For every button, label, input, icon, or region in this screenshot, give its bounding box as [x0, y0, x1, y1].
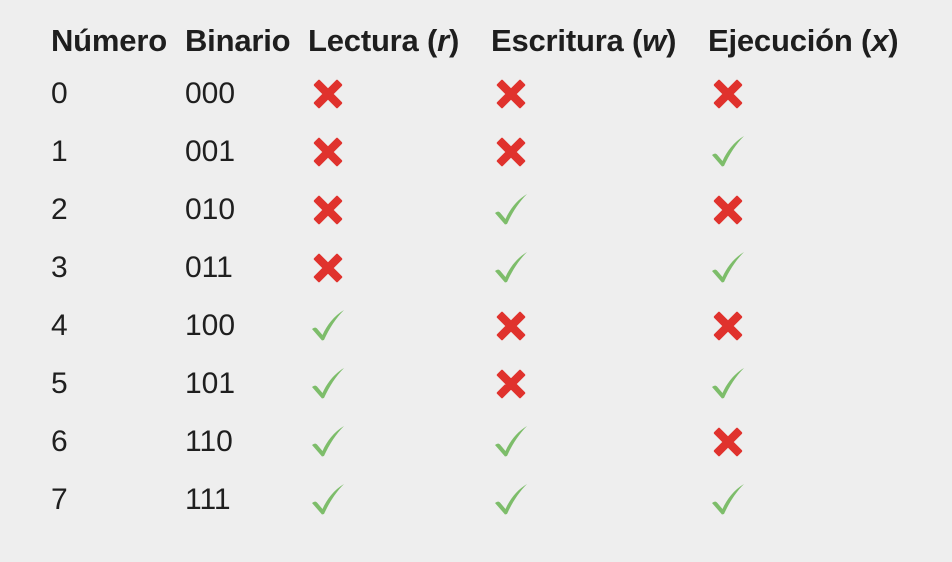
- header-binario-label: Binario: [185, 22, 291, 58]
- cross-icon: [490, 363, 532, 405]
- numero-cell: 7: [51, 483, 68, 516]
- cross-icon: [707, 421, 749, 463]
- check-icon: [707, 363, 749, 405]
- check-icon: [490, 189, 532, 231]
- check-icon: [490, 421, 532, 463]
- header-escritura: Escritura (w): [491, 22, 677, 58]
- escritura-cell: [491, 239, 532, 297]
- cross-icon: [490, 73, 532, 115]
- cross-icon: [490, 131, 532, 173]
- header-numero-label: Número: [51, 22, 167, 58]
- escritura-cell: [491, 181, 532, 239]
- cross-icon: [307, 247, 349, 289]
- numero-cell: 4: [51, 309, 68, 342]
- cross-icon: [490, 305, 532, 347]
- escritura-cell: [491, 65, 532, 123]
- escritura-cell: [491, 123, 532, 181]
- check-icon: [707, 131, 749, 173]
- lectura-cell: [308, 413, 349, 471]
- ejecucion-cell: [708, 471, 749, 529]
- ejecucion-cell: [708, 65, 749, 123]
- numero-cell: 6: [51, 425, 68, 458]
- numero-cell: 1: [51, 135, 68, 168]
- header-lectura-letter: r: [437, 22, 450, 58]
- header-ejecucion-letter: x: [871, 22, 889, 58]
- binario-cell: 100: [185, 309, 236, 342]
- ejecucion-cell: [708, 355, 749, 413]
- check-icon: [490, 479, 532, 521]
- binario-cell: 011: [185, 251, 233, 284]
- lectura-cell: [308, 355, 349, 413]
- header-escritura-letter: w: [642, 22, 667, 58]
- header-ejecucion: Ejecución (x): [708, 22, 899, 58]
- header-ejecucion-label: Ejecución: [708, 22, 853, 58]
- header-lectura-label: Lectura: [308, 22, 419, 58]
- check-icon: [307, 305, 349, 347]
- escritura-cell: [491, 297, 532, 355]
- check-icon: [307, 363, 349, 405]
- lectura-cell: [308, 297, 349, 355]
- cross-icon: [307, 73, 349, 115]
- ejecucion-cell: [708, 123, 749, 181]
- lectura-cell: [308, 181, 349, 239]
- check-icon: [707, 247, 749, 289]
- header-numero: Número: [51, 16, 167, 65]
- ejecucion-cell: [708, 181, 749, 239]
- ejecucion-cell: [708, 239, 749, 297]
- check-icon: [490, 247, 532, 289]
- binario-cell: 000: [185, 77, 236, 110]
- numero-cell: 2: [51, 193, 68, 226]
- header-escritura-label: Escritura: [491, 22, 624, 58]
- binario-cell: 110: [185, 425, 233, 458]
- cross-icon: [307, 131, 349, 173]
- binario-cell: 010: [185, 193, 236, 226]
- numero-cell: 3: [51, 251, 68, 284]
- check-icon: [707, 479, 749, 521]
- lectura-cell: [308, 123, 349, 181]
- cross-icon: [707, 305, 749, 347]
- cross-icon: [707, 189, 749, 231]
- header-lectura: Lectura (r): [308, 22, 460, 58]
- ejecucion-cell: [708, 413, 749, 471]
- lectura-cell: [308, 471, 349, 529]
- escritura-cell: [491, 355, 532, 413]
- check-icon: [307, 421, 349, 463]
- numero-cell: 0: [51, 77, 68, 110]
- numero-cell: 5: [51, 367, 68, 400]
- escritura-cell: [491, 413, 532, 471]
- cross-icon: [707, 73, 749, 115]
- check-icon: [307, 479, 349, 521]
- ejecucion-cell: [708, 297, 749, 355]
- escritura-cell: [491, 471, 532, 529]
- binario-cell: 111: [185, 483, 231, 516]
- lectura-cell: [308, 239, 349, 297]
- header-binario: Binario: [185, 16, 291, 65]
- lectura-cell: [308, 65, 349, 123]
- binario-cell: 001: [185, 135, 236, 168]
- cross-icon: [307, 189, 349, 231]
- binario-cell: 101: [185, 367, 236, 400]
